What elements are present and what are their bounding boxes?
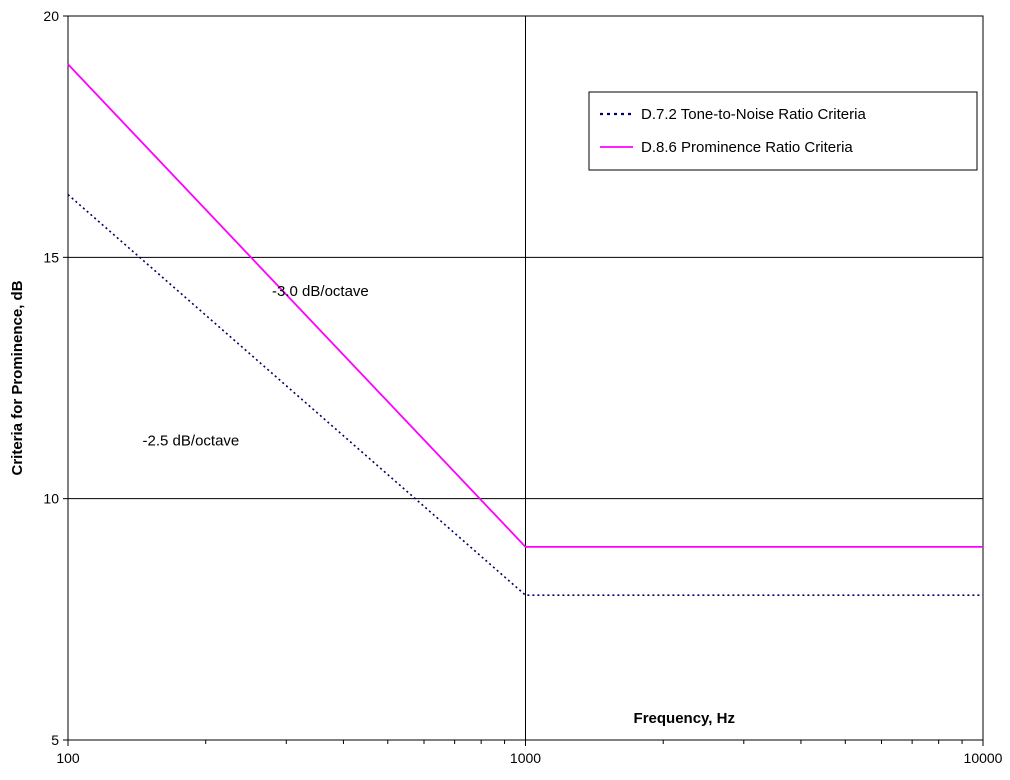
y-tick-labels: 5 10 15 20 <box>43 8 59 748</box>
annotations: -3.0 dB/octave -2.5 dB/octave <box>143 283 369 450</box>
x-tick-labels: 100 1000 10000 <box>56 750 1002 766</box>
series-line-1 <box>67 63 983 548</box>
annotation-slope-prominence: -3.0 dB/octave <box>272 283 369 300</box>
legend-box <box>588 91 978 171</box>
x-axis-title: Frequency, Hz <box>634 710 735 727</box>
minor-ticks <box>63 15 984 746</box>
annotation-slope-tnr: -2.5 dB/octave <box>143 433 240 450</box>
plot-frame <box>67 15 984 741</box>
x-tick-label: 100 <box>56 750 80 766</box>
x-tick-label: 1000 <box>510 750 541 766</box>
y-tick-label: 15 <box>43 249 59 265</box>
y-tick-label: 5 <box>51 732 59 748</box>
legend-label-prominence: D.8.6 Prominence Ratio Criteria <box>641 139 853 156</box>
y-tick-label: 20 <box>43 8 59 24</box>
series-layer <box>67 63 983 597</box>
y-tick-label: 10 <box>43 491 59 507</box>
legend: D.7.2 Tone-to-Noise Ratio Criteria D.8.6… <box>588 91 978 171</box>
legend-label-tnr: D.7.2 Tone-to-Noise Ratio Criteria <box>641 106 866 123</box>
x-tick-label: 10000 <box>964 750 1003 766</box>
y-axis-title: Criteria for Prominence, dB <box>9 280 26 475</box>
grid <box>68 16 983 740</box>
